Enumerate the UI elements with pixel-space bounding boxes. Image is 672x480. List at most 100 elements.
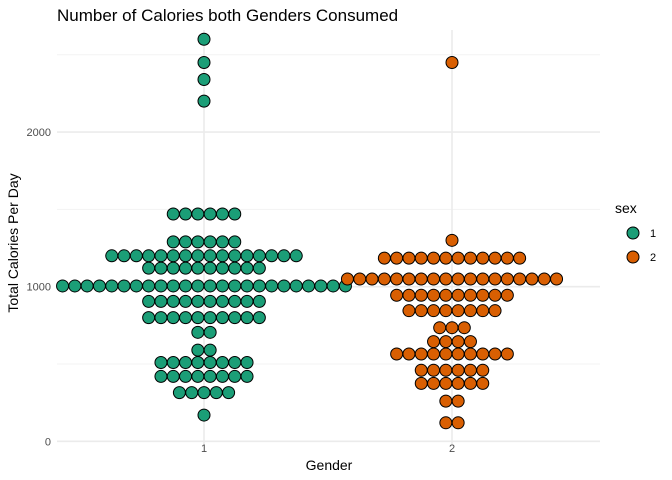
data-point [402, 304, 416, 318]
data-point [203, 311, 217, 325]
data-point [365, 272, 379, 286]
legend-label: 1 [650, 228, 656, 240]
data-point [203, 369, 217, 383]
data-point [197, 72, 211, 86]
data-point [414, 288, 428, 302]
data-point [203, 235, 217, 249]
data-point [377, 272, 391, 286]
y-tick-label: 0 [45, 436, 51, 448]
data-point [439, 251, 453, 265]
data-point [240, 279, 254, 293]
data-point [105, 249, 119, 263]
data-point [451, 304, 465, 318]
data-point [197, 55, 211, 69]
data-point [457, 321, 471, 335]
data-point [488, 272, 502, 286]
data-point [463, 335, 477, 349]
data-point [166, 249, 180, 263]
data-point [476, 363, 490, 377]
data-point [289, 279, 303, 293]
data-point [427, 304, 441, 318]
data-point [179, 369, 193, 383]
data-point [451, 376, 465, 390]
legend-key [626, 250, 640, 264]
data-point [191, 279, 205, 293]
data-point [476, 272, 490, 286]
data-point [142, 249, 156, 263]
data-point [142, 311, 156, 325]
data-point [252, 261, 266, 275]
dot-layer [56, 32, 564, 430]
data-point [445, 233, 459, 247]
data-point [277, 249, 291, 263]
data-point [427, 376, 441, 390]
data-point [488, 347, 502, 361]
data-point [414, 376, 428, 390]
data-point [439, 304, 453, 318]
data-point [476, 376, 490, 390]
data-point [197, 408, 211, 422]
data-point [289, 249, 303, 263]
data-point [215, 294, 229, 308]
data-point [179, 355, 193, 369]
data-point [105, 279, 119, 293]
y-tick-label: 1000 [27, 282, 51, 294]
data-point [500, 288, 514, 302]
data-point [414, 347, 428, 361]
data-point [179, 249, 193, 263]
data-point [451, 272, 465, 286]
data-point [476, 288, 490, 302]
data-point [252, 279, 266, 293]
data-point [463, 304, 477, 318]
data-point [166, 279, 180, 293]
data-point [142, 261, 156, 275]
data-point [427, 335, 441, 349]
data-point [228, 311, 242, 325]
data-point [439, 394, 453, 408]
data-point [215, 369, 229, 383]
data-point [451, 335, 465, 349]
data-point [191, 325, 205, 339]
data-point [451, 347, 465, 361]
data-point [203, 261, 217, 275]
data-point [488, 304, 502, 318]
data-point [326, 279, 340, 293]
data-point [203, 355, 217, 369]
legend-label: 2 [650, 252, 656, 264]
data-point [228, 249, 242, 263]
data-point [414, 251, 428, 265]
data-point [228, 294, 242, 308]
data-point [179, 311, 193, 325]
data-point [390, 272, 404, 286]
data-point [537, 272, 551, 286]
y-axis-title: Total Calories Per Day [5, 173, 21, 312]
data-point [451, 288, 465, 302]
data-point [191, 311, 205, 325]
y-tick-label: 2000 [27, 127, 51, 139]
data-point [203, 207, 217, 221]
data-point [265, 249, 279, 263]
data-point [427, 363, 441, 377]
data-point [154, 355, 168, 369]
data-point [166, 294, 180, 308]
data-point [179, 279, 193, 293]
data-point [203, 294, 217, 308]
data-point [427, 347, 441, 361]
data-point [513, 251, 527, 265]
data-point [476, 304, 490, 318]
chart-title: Number of Calories both Genders Consumed [57, 6, 398, 25]
data-point [215, 261, 229, 275]
data-point [439, 347, 453, 361]
data-point [56, 279, 70, 293]
data-point [353, 272, 367, 286]
data-point [252, 294, 266, 308]
data-point [445, 55, 459, 69]
data-point [402, 251, 416, 265]
data-point [166, 369, 180, 383]
data-point [166, 355, 180, 369]
data-point [451, 363, 465, 377]
data-point [191, 369, 205, 383]
data-point [414, 363, 428, 377]
